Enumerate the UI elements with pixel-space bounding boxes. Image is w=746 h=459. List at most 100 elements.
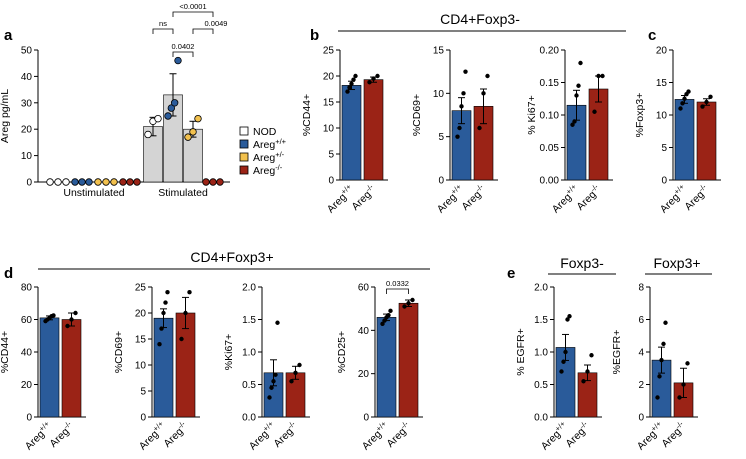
chart-b-0-ytick-label-3: 15 xyxy=(323,98,335,109)
chart-a-unstim-point-0-2 xyxy=(62,178,70,186)
chart-a-unstim-point-3-0 xyxy=(119,178,127,186)
chart-c-3-point-1-2 xyxy=(708,94,713,100)
chart-a-unstim-point-2-2 xyxy=(110,178,118,186)
legend-swatch-3 xyxy=(239,165,249,175)
chart-d-4-bar-0 xyxy=(39,317,60,418)
chart-b-1-xlabel-1: Areg-/- xyxy=(458,182,489,213)
chart-c-3-point-0-2 xyxy=(682,96,687,101)
chart-d-7-ylabel: %CD25+ xyxy=(336,331,348,373)
chart-e-9-point-0-0 xyxy=(655,395,660,400)
chart-d-5-point-1-2 xyxy=(187,290,192,295)
chart-d-4-ytick-label-0: 0 xyxy=(26,413,32,424)
chart-e-8-point-1-1 xyxy=(585,369,590,374)
chart-a-stim-point-3-2 xyxy=(216,178,224,186)
chart-a-stim-point-1-2 xyxy=(170,99,179,107)
chart-b-1-xlabel-0: Areg+/+ xyxy=(433,182,467,216)
chart-e-9-xlabel-1-sup: -/- xyxy=(674,419,686,431)
chart-d-4-ytick-label-1: 20 xyxy=(21,380,33,391)
chart-b-0-xlabel-1-sup: -/- xyxy=(364,182,376,194)
chart-e-8-ylabel: % EGFR+ xyxy=(515,328,527,376)
chart-b-0-ylabel: %CD44+ xyxy=(301,94,313,136)
chart-b-1-point-0-4 xyxy=(463,69,468,74)
chart-e-8-point-0-3 xyxy=(565,317,570,322)
chart-d-6-point-0-0 xyxy=(267,395,272,400)
chart-b-2-xlabel-1: Areg-/- xyxy=(573,182,604,213)
panel-letter-d: d xyxy=(4,265,13,282)
chart-d-4-xlabel-0: Areg+/+ xyxy=(21,419,55,453)
chart-d-6-xlabel-1: Areg-/- xyxy=(270,419,301,450)
chart-b-0-bar-0 xyxy=(341,85,362,181)
chart-b-1-point-0-3 xyxy=(461,91,466,96)
chart-b-2-point-0-3 xyxy=(576,83,581,88)
chart-e-8-xlabel-1-sup: -/- xyxy=(578,419,590,431)
chart-d-5-point-1-1 xyxy=(183,310,188,316)
chart-d-5-ytick-label-2: 10 xyxy=(135,361,147,372)
chart-b-2-point-0-2 xyxy=(574,93,579,98)
chart-d-6-point-1-1 xyxy=(293,370,298,375)
chart-d-6-point-0-4 xyxy=(275,320,280,325)
chart-c-3-point-1-1 xyxy=(704,99,709,105)
chart-e-8-point-0-2 xyxy=(563,349,568,355)
chart-e-8-xlabel-0: Areg+/+ xyxy=(537,419,571,453)
chart-a-stim-point-2-0 xyxy=(184,133,192,141)
chart-d-6-ytick-label-1: 0.5 xyxy=(242,380,256,391)
chart-d-6-ylabel: %Ki67+ xyxy=(223,334,235,370)
chart-e-9-ytick-label-4: 8 xyxy=(638,283,644,294)
chart-c-3-ytick-label-2: 10 xyxy=(656,111,668,122)
chart-e-8-point-1-0 xyxy=(581,379,586,384)
legend-swatch-0 xyxy=(239,126,249,136)
legend-swatch-1 xyxy=(239,139,249,149)
chart-b-2-ytick-label-2: 0.10 xyxy=(540,111,560,122)
chart-b-0-point-0-0 xyxy=(345,89,350,94)
chart-d-5-point-1-0 xyxy=(179,336,184,342)
chart-a-unstim-point-2-0 xyxy=(94,178,102,186)
chart-d-5-point-0-4 xyxy=(165,290,170,295)
chart-e-8-point-1-2 xyxy=(589,353,594,358)
chart-d-5-bar-0 xyxy=(153,317,174,418)
chart-d-6-ytick-label-4: 2.0 xyxy=(242,283,256,294)
panel-letter-b: b xyxy=(310,27,319,44)
legend-label-1: Areg+/+ xyxy=(253,137,287,151)
panel-letter-e: e xyxy=(507,265,515,282)
chart-a-stim-point-0-2 xyxy=(154,114,162,123)
chart-a-ytick-label-1: 10 xyxy=(21,151,33,162)
chart-d-4-ylabel: %CD44+ xyxy=(0,331,11,373)
chart-b-2-ytick-label-1: 0.05 xyxy=(540,143,560,154)
chart-d-4-ytick-label-4: 80 xyxy=(21,283,33,294)
chart-b-1-ylabel: %CD69+ xyxy=(411,94,423,136)
chart-b-1-point-0-0 xyxy=(455,134,460,139)
chart-d-4-point-0-4 xyxy=(51,313,56,318)
chart-d-7-bar-1 xyxy=(398,302,419,418)
chart-a-ytick-label-0: 0 xyxy=(26,178,32,189)
chart-d-6-ytick-label-0: 0.0 xyxy=(242,413,256,424)
legend-label-sup-1: +/+ xyxy=(275,137,286,146)
chart-a-stim-point-1-1 xyxy=(167,104,176,112)
chart-d-7-ytick-label-3: 60 xyxy=(358,283,370,294)
chart-b-0-ytick-label-4: 20 xyxy=(323,72,335,83)
chart-b-2-ytick-label-3: 0.15 xyxy=(540,78,560,89)
chart-b-0-ytick-label-1: 5 xyxy=(328,150,334,161)
charts-layer: 0510152025%CD44+Areg+/+Areg-/-051015%CD6… xyxy=(0,2,721,452)
chart-e-8-ytick-label-3: 1.5 xyxy=(534,315,548,326)
chart-b-1-point-0-1 xyxy=(457,125,462,131)
chart-d-5-xlabel-0: Areg+/+ xyxy=(135,419,169,453)
chart-d-7-xlabel-1: Areg-/- xyxy=(383,419,414,450)
chart-e-9-ytick-label-1: 2 xyxy=(638,380,644,391)
chart-a-unstim-point-1-0 xyxy=(71,178,79,186)
chart-b-0-ytick-label-2: 10 xyxy=(323,124,335,135)
chart-d-6-point-0-2 xyxy=(271,379,276,384)
chart-c-3-point-1-0 xyxy=(700,104,705,109)
chart-c-3-xlabel-1-sup: -/- xyxy=(697,182,709,194)
chart-b-1-point-1-1 xyxy=(481,91,486,96)
chart-d-6-ytick-label-2: 1.0 xyxy=(242,348,256,359)
chart-a-ytick-label-5: 50 xyxy=(21,46,33,57)
chart-a-sig-ns-bracket xyxy=(152,28,174,34)
chart-b-2-point-0-1 xyxy=(572,119,577,124)
chart-c-3-xlabel-1: Areg-/- xyxy=(681,182,712,213)
chart-e-9-ytick-label-0: 0 xyxy=(638,413,644,424)
chart-d-7-point-0-4 xyxy=(388,308,393,314)
chart-e-9-ytick-label-3: 6 xyxy=(638,315,644,326)
chart-b-0-point-0-3 xyxy=(351,77,356,82)
